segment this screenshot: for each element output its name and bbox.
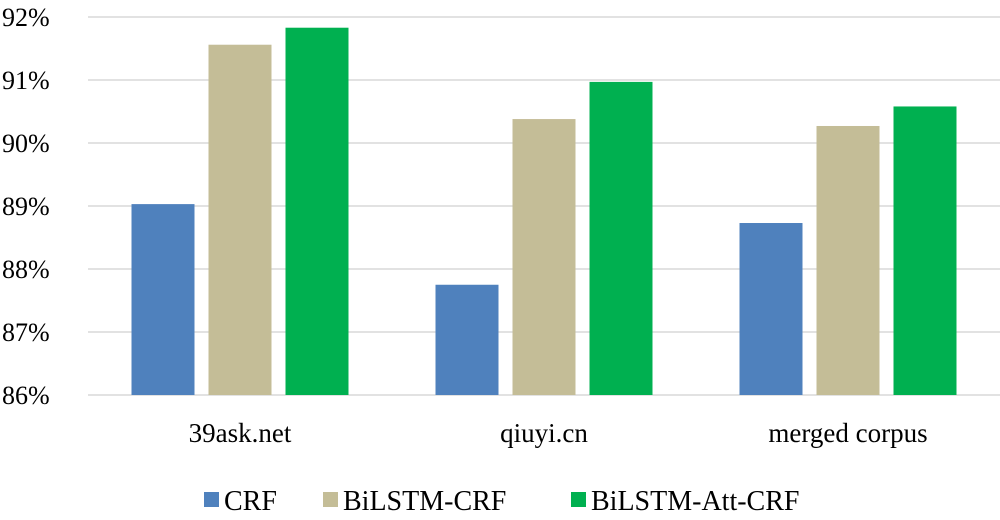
legend-label: BiLSTM-CRF: [343, 486, 506, 517]
bar-crf-2: [739, 223, 803, 395]
y-axis-tick-labels: 86% 87% 88% 89% 90% 91% 92%: [2, 3, 50, 410]
legend-swatch: [323, 492, 338, 507]
bar-bilstm-att-crf-1: [589, 81, 653, 395]
y-tick-label: 87%: [2, 318, 50, 347]
x-axis-category-labels: 39ask.net qiuyi.cn merged corpus: [189, 418, 928, 448]
bar-crf-1: [435, 284, 499, 395]
x-category-label: qiuyi.cn: [500, 418, 588, 448]
bar-crf-0: [131, 204, 195, 395]
y-tick-label: 91%: [2, 66, 50, 95]
bar-bilstm-crf-1: [512, 119, 576, 395]
y-tick-label: 92%: [2, 3, 50, 32]
bar-bilstm-att-crf-2: [893, 106, 957, 396]
bar-bilstm-crf-0: [208, 44, 272, 395]
x-category-label: merged corpus: [768, 418, 927, 448]
legend-label: BiLSTM-Att-CRF: [591, 486, 799, 517]
bar-bilstm-att-crf-0: [285, 27, 349, 396]
y-tick-label: 90%: [2, 129, 50, 158]
legend: CRF BiLSTM-CRF BiLSTM-Att-CRF: [204, 486, 799, 517]
y-tick-label: 89%: [2, 192, 50, 221]
y-tick-label: 86%: [2, 381, 50, 410]
x-category-label: 39ask.net: [189, 418, 292, 448]
bar-bilstm-crf-2: [816, 125, 880, 396]
legend-swatch: [571, 492, 586, 507]
y-tick-label: 88%: [2, 255, 50, 284]
bars: [131, 27, 957, 396]
legend-swatch: [204, 492, 219, 507]
legend-label: CRF: [224, 486, 277, 517]
